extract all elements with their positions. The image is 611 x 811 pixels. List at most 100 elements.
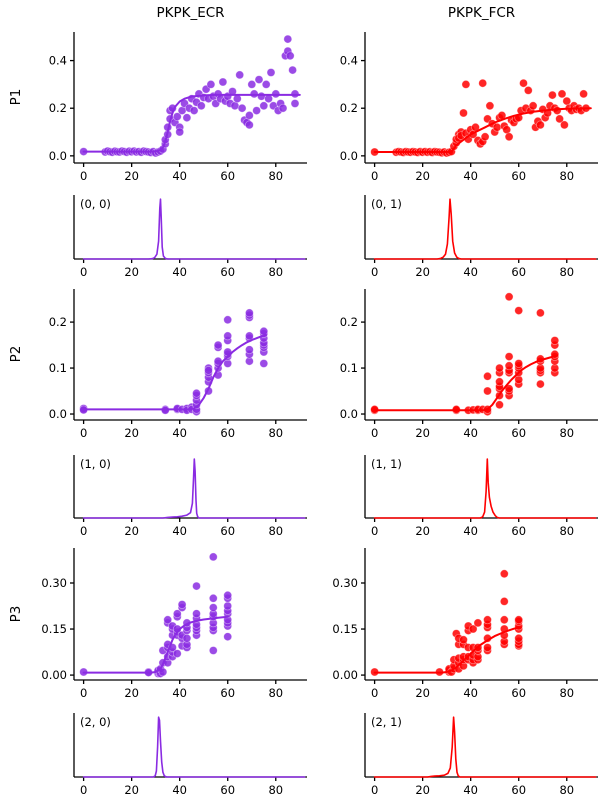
x-tick-label: 40 — [463, 524, 478, 538]
density-curve — [82, 458, 306, 519]
x-tick-label: 60 — [220, 426, 235, 440]
x-tick-label: 0 — [80, 524, 87, 538]
data-point — [223, 315, 233, 325]
data-point — [478, 78, 488, 88]
data-point — [483, 371, 492, 381]
data-point — [204, 366, 213, 375]
data-point — [480, 132, 490, 142]
x-tick-label: 80 — [268, 686, 283, 700]
data-point — [548, 90, 557, 100]
x-tick-label: 60 — [511, 426, 526, 440]
y-tick-label: 0.0 — [340, 149, 358, 163]
x-tick-label: 60 — [511, 169, 526, 183]
x-tick-label: 40 — [172, 169, 187, 183]
y-axis-label-p2: P2 — [8, 345, 24, 363]
inset-label-1-0: (1, 0) — [80, 457, 111, 471]
y-tick-label: 0.30 — [41, 576, 67, 590]
x-tick-label: 80 — [268, 265, 283, 279]
x-tick-label: 80 — [559, 686, 574, 700]
data-point — [483, 386, 492, 396]
column-title-ecr: PKPK_ECR — [156, 5, 225, 21]
data-point — [536, 308, 545, 318]
data-point — [196, 101, 206, 111]
data-point — [514, 633, 524, 643]
data-point — [557, 89, 567, 99]
x-tick-label: 80 — [268, 524, 283, 538]
data-point — [192, 609, 201, 619]
x-tick-label: 20 — [415, 524, 430, 538]
x-tick-label: 0 — [80, 783, 87, 797]
data-point — [175, 127, 185, 137]
data-point — [163, 615, 173, 625]
x-tick-label: 20 — [415, 783, 430, 797]
fit-curve — [373, 626, 520, 674]
panel-dens_1_0: 0 20 40 60 80 — [73, 455, 307, 538]
scatter-points — [79, 34, 300, 158]
data-point — [459, 108, 468, 118]
x-tick-label: 40 — [463, 426, 478, 440]
data-point — [172, 609, 182, 619]
panel-P2_FCR: 0 20 40 60 80 0.0 0.1 0.2 — [340, 289, 598, 440]
x-tick-label: 20 — [124, 169, 139, 183]
x-tick-label: 0 — [80, 426, 87, 440]
data-point — [208, 603, 218, 612]
density-curve — [82, 716, 306, 778]
data-point — [208, 593, 218, 603]
data-point — [459, 635, 468, 645]
data-point — [245, 308, 254, 318]
x-tick-label: 60 — [220, 524, 235, 538]
data-point — [278, 103, 288, 113]
data-point — [245, 111, 254, 120]
x-tick-label: 40 — [172, 265, 187, 279]
scatter-points — [79, 552, 233, 678]
data-point — [158, 667, 168, 677]
panel-dens_0_0: 0 20 40 60 80 — [73, 195, 307, 279]
x-tick-label: 80 — [559, 783, 574, 797]
x-tick-label: 20 — [124, 686, 139, 700]
y-tick-label: 0.2 — [340, 315, 358, 329]
data-point — [495, 377, 504, 387]
data-point — [208, 552, 218, 562]
scatter-points — [370, 569, 524, 677]
x-tick-label: 80 — [268, 426, 283, 440]
x-tick-label: 0 — [371, 524, 378, 538]
y-tick-label: 0.1 — [49, 361, 67, 375]
y-tick-label: 0.0 — [49, 407, 67, 421]
data-point — [266, 68, 276, 77]
data-point — [247, 80, 257, 89]
data-point — [257, 91, 266, 101]
data-point — [177, 600, 187, 609]
y-tick-label: 0.00 — [41, 668, 67, 682]
data-point — [288, 65, 297, 75]
data-point — [235, 70, 245, 80]
inset-label-0-1: (0, 1) — [371, 197, 402, 211]
scatter-points — [370, 78, 591, 158]
y-tick-label: 0.4 — [340, 54, 358, 68]
data-point — [483, 615, 492, 625]
inset-label-2-1: (2, 1) — [371, 715, 402, 729]
fit-curve — [82, 615, 229, 674]
data-point — [223, 331, 233, 341]
x-tick-label: 80 — [559, 265, 574, 279]
x-tick-label: 80 — [559, 426, 574, 440]
y-tick-label: 0.00 — [332, 668, 358, 682]
data-point — [499, 615, 509, 625]
fit-curve — [373, 354, 559, 412]
y-axis-label-p3: P3 — [8, 605, 24, 623]
data-point — [514, 615, 524, 625]
x-tick-label: 80 — [559, 524, 574, 538]
x-tick-label: 40 — [463, 169, 478, 183]
x-tick-label: 20 — [124, 426, 139, 440]
data-point — [485, 101, 495, 111]
fit-curve — [373, 107, 592, 153]
x-tick-label: 0 — [371, 426, 378, 440]
data-point — [261, 80, 271, 89]
data-point — [495, 400, 504, 410]
data-point — [192, 388, 201, 398]
x-tick-label: 0 — [371, 686, 378, 700]
data-point — [254, 75, 264, 84]
data-point — [259, 101, 269, 111]
x-tick-label: 20 — [124, 783, 139, 797]
